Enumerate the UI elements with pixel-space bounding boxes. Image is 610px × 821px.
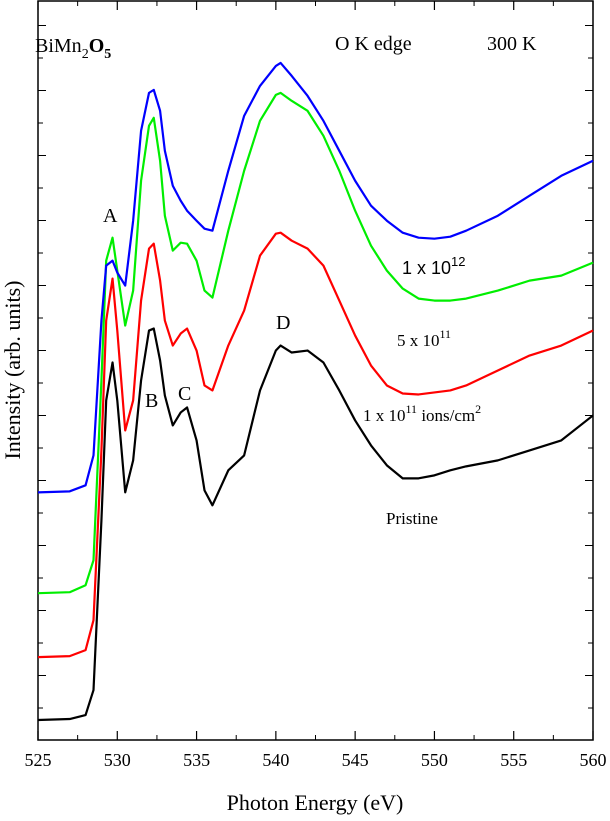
edge-label: O K edge <box>335 33 412 55</box>
peak-label: C <box>178 383 191 405</box>
x-tick-label: 535 <box>183 750 210 770</box>
x-tick-label: 545 <box>342 750 369 770</box>
dose-exp: 11 <box>440 327 452 341</box>
peak-label: D <box>276 312 290 334</box>
dose-exp: 12 <box>451 254 465 269</box>
spectrum-line <box>37 91 594 595</box>
spectrum-line <box>37 61 594 494</box>
x-tick-label: 525 <box>25 750 52 770</box>
spectrum-line <box>37 327 594 722</box>
y-axis-label: Intensity (arb. units) <box>0 280 25 459</box>
spectrum-line <box>37 231 594 659</box>
title-part: O <box>89 35 105 57</box>
dose-label: 1 x 1011 ions/cm2 <box>363 402 481 425</box>
title-part: 5 <box>104 47 111 62</box>
x-tick-label: 560 <box>580 750 607 770</box>
dose-base: 1 x 10 <box>363 406 406 425</box>
dose-unit-exp: 2 <box>475 402 481 416</box>
peak-label: A <box>103 205 118 227</box>
x-tick-label: 540 <box>262 750 289 770</box>
dose-label: 1 x 1012 <box>402 254 466 278</box>
x-tick-label: 530 <box>104 750 131 770</box>
peak-label: B <box>145 390 158 412</box>
chart-title: BiMn2O5 <box>35 35 111 62</box>
temperature-label: 300 K <box>487 33 537 55</box>
dose-base: 5 x 10 <box>397 331 440 350</box>
x-tick-label: 550 <box>421 750 448 770</box>
pristine-label: Pristine <box>386 509 438 528</box>
dose-base: 1 x 10 <box>402 258 451 278</box>
dose-label: 5 x 1011 <box>397 327 451 350</box>
dose-exp: 11 <box>406 402 418 416</box>
title-part: BiMn <box>35 35 82 57</box>
title-part: 2 <box>82 47 89 62</box>
x-axis-label: Photon Energy (eV) <box>227 790 404 815</box>
dose-unit: ions/cm <box>417 406 475 425</box>
x-tick-label: 555 <box>500 750 527 770</box>
